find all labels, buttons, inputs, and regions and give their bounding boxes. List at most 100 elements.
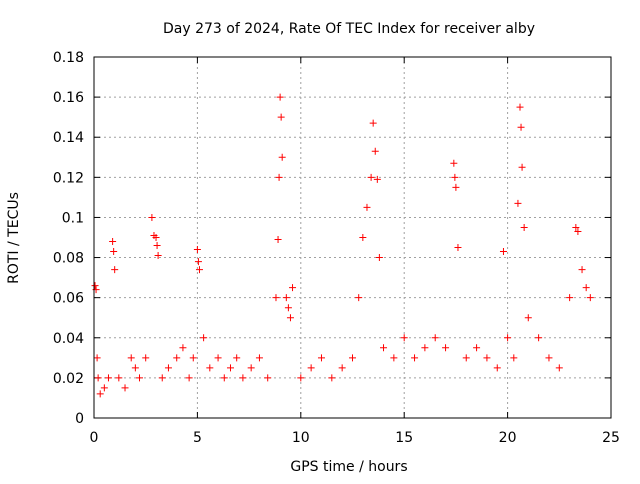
data-point	[442, 344, 450, 352]
data-point	[189, 354, 197, 362]
data-point	[274, 236, 282, 244]
data-point	[100, 384, 108, 392]
data-point	[338, 364, 346, 372]
data-point	[194, 258, 202, 266]
data-point	[359, 234, 367, 241]
data-point	[276, 93, 284, 101]
y-tick-label: 0.06	[53, 291, 84, 307]
data-point	[454, 244, 462, 252]
y-tick-label: 0.04	[53, 331, 84, 347]
data-point	[127, 354, 135, 362]
data-point	[516, 103, 524, 111]
data-point	[220, 374, 228, 382]
data-point	[328, 374, 336, 382]
data-point	[545, 354, 553, 362]
data-point	[272, 294, 280, 302]
data-point	[367, 173, 375, 181]
x-tick-label: 15	[395, 430, 413, 446]
y-tick-label: 0	[75, 411, 84, 427]
y-tick-label: 0.02	[53, 371, 84, 387]
data-point	[493, 364, 501, 372]
data-point	[255, 354, 263, 362]
data-point	[451, 173, 459, 181]
x-tick-label: 20	[499, 430, 517, 446]
data-point	[373, 175, 381, 183]
data-point	[586, 294, 594, 302]
data-point	[411, 354, 419, 362]
data-point	[535, 334, 543, 342]
y-tick-label: 0.18	[53, 50, 84, 66]
x-tick-label: 10	[292, 430, 310, 446]
data-point	[93, 354, 101, 362]
data-point	[380, 344, 388, 352]
data-point	[431, 334, 439, 342]
data-point	[390, 354, 398, 362]
x-tick-label: 5	[193, 430, 202, 446]
data-point	[284, 304, 292, 312]
data-point	[317, 354, 325, 362]
data-point	[355, 294, 363, 302]
data-point	[148, 213, 156, 221]
data-point	[518, 163, 526, 171]
data-point	[153, 242, 161, 250]
x-tick-label: 25	[602, 430, 620, 446]
data-point	[214, 354, 222, 362]
data-point	[226, 364, 234, 372]
data-point	[111, 266, 119, 274]
data-point	[510, 354, 518, 362]
data-point	[94, 374, 102, 382]
data-point	[195, 266, 203, 274]
data-point	[282, 294, 290, 302]
data-point	[154, 252, 162, 260]
y-tick-label: 0.16	[53, 90, 84, 106]
data-point	[200, 334, 208, 342]
data-point	[185, 374, 193, 382]
x-tick-label: 0	[90, 430, 99, 446]
data-point	[555, 364, 563, 372]
data-point	[297, 374, 305, 382]
data-point	[179, 344, 187, 352]
data-point	[452, 183, 460, 191]
data-point	[363, 203, 371, 211]
data-point	[582, 284, 590, 292]
data-point	[375, 254, 383, 262]
data-point	[91, 282, 99, 290]
data-point	[369, 119, 377, 127]
data-point	[173, 354, 181, 362]
x-axis-label: GPS time / hours	[290, 459, 407, 475]
data-point	[277, 113, 285, 121]
plot-frame	[93, 56, 612, 419]
y-tick-label: 0.14	[53, 130, 84, 146]
data-point	[193, 246, 201, 254]
data-point	[110, 248, 118, 256]
data-point	[239, 374, 247, 382]
data-point	[450, 159, 458, 167]
data-point	[504, 334, 512, 342]
data-point	[566, 294, 574, 302]
data-point	[109, 238, 117, 246]
data-point	[142, 354, 150, 362]
data-point	[473, 344, 481, 352]
data-point	[286, 314, 294, 322]
y-tick-label: 0.08	[53, 251, 84, 267]
chart-title: Day 273 of 2024, Rate Of TEC Index for r…	[163, 21, 535, 37]
data-point	[421, 344, 429, 352]
data-point	[578, 266, 586, 274]
data-point	[206, 364, 214, 372]
y-tick-label: 0.12	[53, 170, 84, 186]
data-point	[574, 227, 582, 235]
data-point	[514, 199, 522, 207]
data-point	[278, 153, 286, 161]
data-point	[121, 384, 129, 392]
y-tick-label: 0.1	[62, 210, 84, 226]
data-point	[152, 234, 160, 241]
data-point	[158, 374, 166, 382]
data-point	[289, 284, 297, 292]
axis-ticks: 0 0.02 0.04 0.06 0.08 0.1 0.12 0.14 0.16 0.18 0 5 10…	[53, 50, 620, 446]
data-point	[462, 354, 470, 362]
data-point	[572, 223, 580, 231]
data-point	[349, 354, 356, 362]
grid-lines	[94, 57, 611, 418]
data-point	[131, 364, 139, 372]
